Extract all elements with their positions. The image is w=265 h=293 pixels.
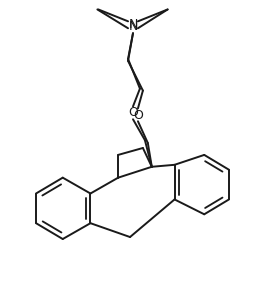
Text: O: O bbox=[128, 106, 138, 119]
Text: N: N bbox=[128, 18, 138, 31]
Text: N: N bbox=[128, 20, 138, 33]
Text: O: O bbox=[133, 109, 143, 122]
